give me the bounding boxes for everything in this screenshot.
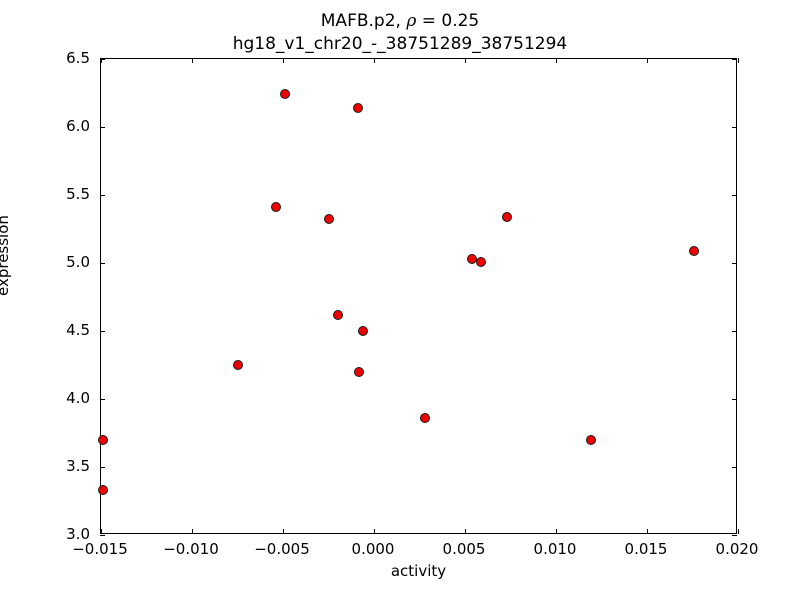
y-axis-tick-right (732, 399, 737, 400)
chart-title-line-1: MAFB.p2, ρ = 0.25 (0, 10, 800, 33)
data-points-layer (97, 59, 736, 533)
x-axis-tick-label: 0.020 (715, 540, 759, 558)
data-point (323, 214, 334, 225)
x-axis-tick-label: −0.005 (254, 540, 310, 558)
x-axis-tick-top (283, 58, 284, 63)
data-point (270, 202, 281, 213)
x-axis-tick-top (465, 58, 466, 63)
data-point (689, 245, 700, 256)
x-axis-tick-top (556, 58, 557, 63)
data-point (352, 102, 363, 113)
data-point (501, 211, 512, 222)
rho-symbol: ρ (406, 11, 417, 31)
x-axis-tick-top (101, 58, 102, 63)
data-point (585, 434, 596, 445)
x-axis-tick-label: 0.005 (442, 540, 486, 558)
x-axis-tick-label: −0.015 (72, 540, 128, 558)
data-point (232, 360, 243, 370)
y-axis-tick (100, 263, 105, 264)
x-axis-tick (647, 529, 648, 534)
y-axis-tick-label: 4.5 (66, 321, 90, 339)
x-axis-tick (465, 529, 466, 534)
y-axis-tick (100, 195, 105, 196)
y-axis-tick-label: 5.0 (66, 253, 90, 271)
x-axis-tick-top (738, 58, 739, 63)
y-axis-tick (100, 59, 105, 60)
x-axis-tick-top (374, 58, 375, 63)
x-axis-tick (374, 529, 375, 534)
y-axis-tick-right (732, 331, 737, 332)
data-point (97, 485, 108, 496)
x-axis-tick-top (647, 58, 648, 63)
y-axis-tick (100, 467, 105, 468)
data-point (332, 309, 343, 320)
y-axis-tick-right (732, 467, 737, 468)
y-axis-tick (100, 331, 105, 332)
data-point (476, 256, 487, 267)
y-axis-label: expression (0, 215, 12, 296)
x-axis-tick-label: 0.010 (533, 540, 577, 558)
data-point (97, 434, 108, 445)
data-point (419, 413, 430, 424)
x-axis-tick-label: 0.015 (624, 540, 668, 558)
x-axis-tick-label: −0.010 (163, 540, 219, 558)
y-axis-tick-label: 6.5 (66, 49, 90, 67)
y-axis-tick-right (732, 59, 737, 60)
y-axis-tick-right (732, 195, 737, 196)
data-point (354, 366, 365, 377)
y-axis-tick (100, 399, 105, 400)
chart-title-rho-value: = 0.25 (416, 11, 480, 31)
x-axis-tick (556, 529, 557, 534)
plot-area (97, 58, 739, 536)
y-axis-tick-label: 3.5 (66, 457, 90, 475)
x-axis-tick (101, 529, 102, 534)
y-axis-tick-label: 5.5 (66, 185, 90, 203)
y-axis-tick-right (732, 535, 737, 536)
y-axis-tick-label: 3.0 (66, 525, 90, 543)
chart-title: MAFB.p2, ρ = 0.25 hg18_v1_chr20_-_387512… (0, 10, 800, 56)
data-point (358, 326, 369, 336)
x-axis-tick-top (192, 58, 193, 63)
x-axis-tick-label: 0.000 (351, 540, 395, 558)
data-point (279, 89, 290, 100)
y-axis-tick-right (732, 263, 737, 264)
x-axis-tick (283, 529, 284, 534)
x-axis-tick (192, 529, 193, 534)
x-axis-label: activity (390, 562, 447, 580)
y-axis-tick-right (732, 127, 737, 128)
y-axis-tick (100, 127, 105, 128)
y-axis-tick-label: 6.0 (66, 117, 90, 135)
y-axis-tick (100, 535, 105, 536)
x-axis-tick (738, 529, 739, 534)
chart-title-line-2: hg18_v1_chr20_-_38751289_38751294 (232, 34, 568, 54)
y-axis-tick-label: 4.0 (66, 389, 90, 407)
chart-title-prefix: MAFB.p2, (320, 11, 407, 31)
